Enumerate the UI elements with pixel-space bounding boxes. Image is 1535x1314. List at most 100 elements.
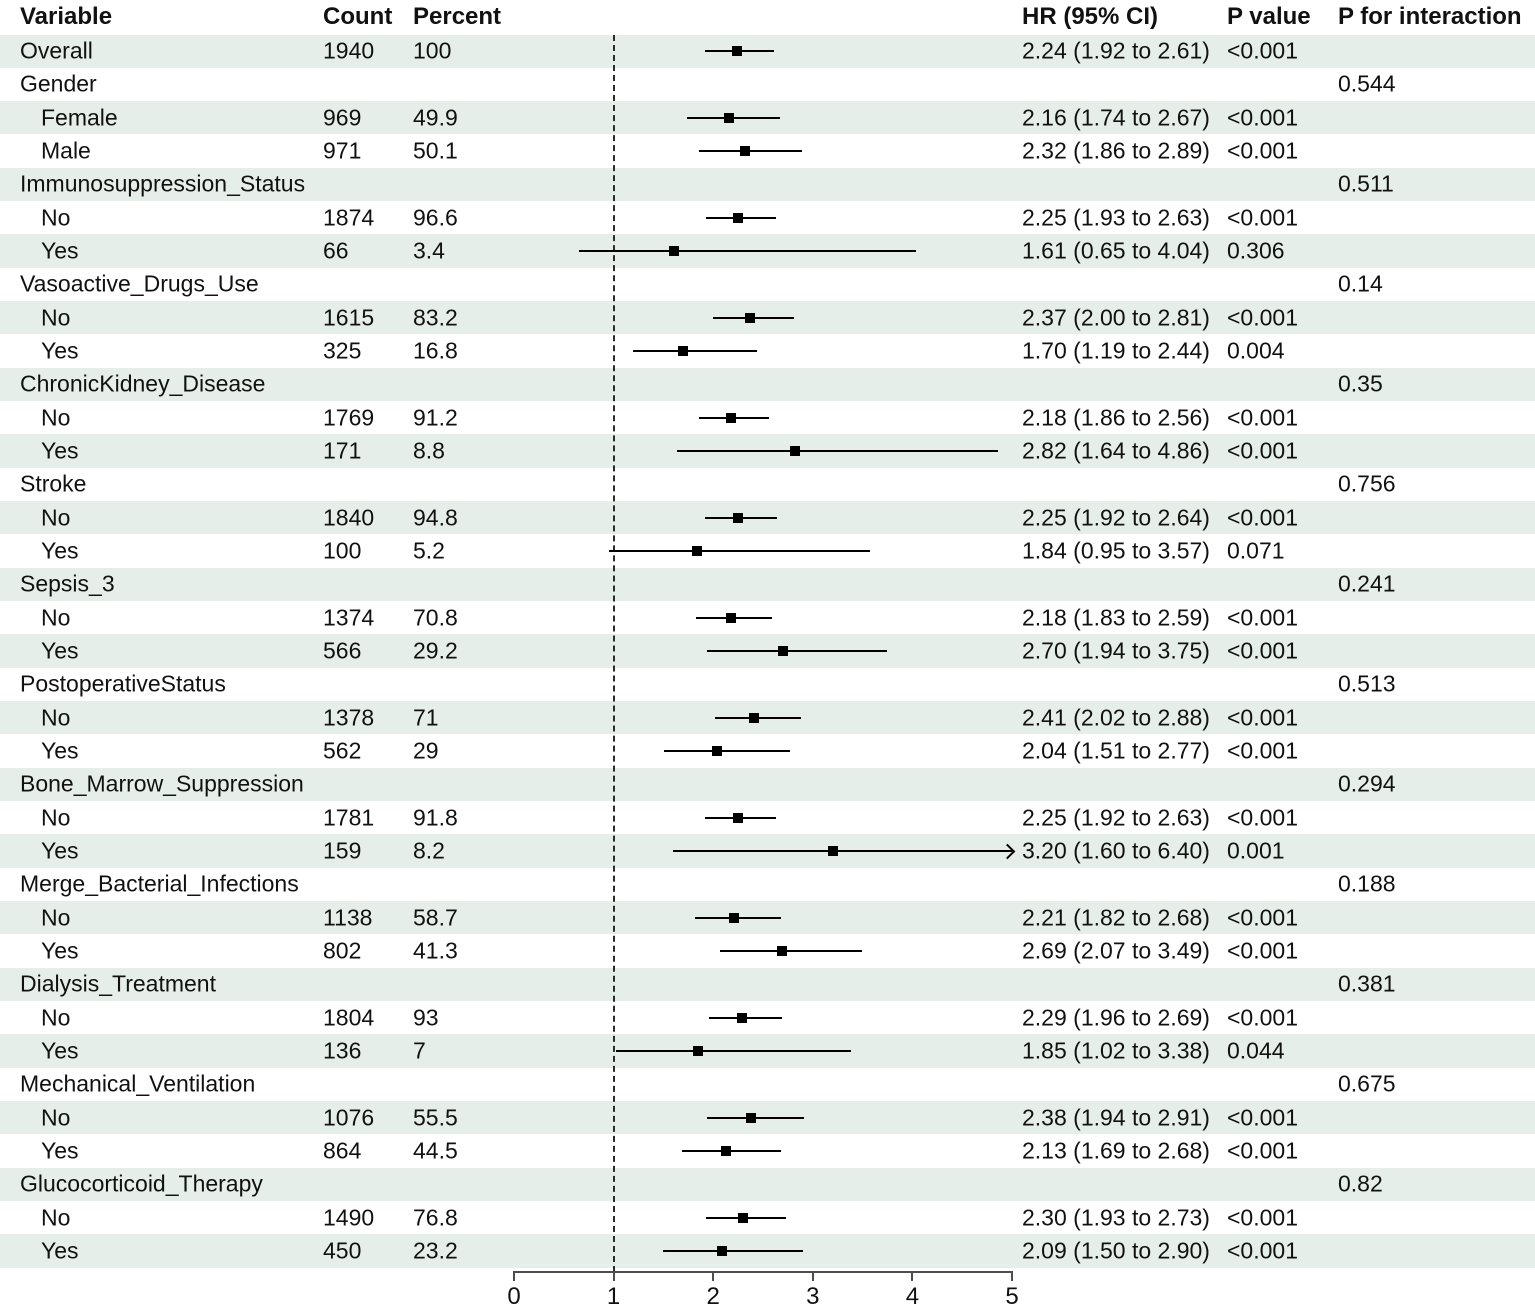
row-label: Vasoactive_Drugs_Use — [20, 270, 259, 297]
p-value-text: 0.044 — [1227, 1037, 1285, 1064]
arrow-right-icon — [999, 843, 1016, 859]
row-percent: 29 — [413, 737, 439, 764]
table-row: ChronicKidney_Disease 0.35 — [0, 367, 1535, 402]
hr-marker — [669, 246, 680, 257]
row-percent: 91.2 — [413, 404, 458, 431]
table-row: Mechanical_Ventilation 0.675 — [0, 1068, 1535, 1101]
table-row: Gender 0.544 — [0, 68, 1535, 101]
row-label: ChronicKidney_Disease — [20, 370, 266, 397]
table-row: Yes 566 29.2 2.70 (1.94 to 3.75) <0.001 — [0, 634, 1535, 668]
ci-line — [664, 750, 790, 753]
p-value-text: <0.001 — [1227, 137, 1298, 164]
row-percent: 29.2 — [413, 637, 458, 664]
row-count: 1781 — [323, 804, 375, 831]
hr-ci-text: 2.70 (1.94 to 3.75) — [1022, 637, 1210, 664]
column-header-percent: Percent — [413, 3, 502, 30]
table-row: No 1840 94.8 2.25 (1.92 to 2.64) <0.001 — [0, 501, 1535, 535]
row-label: No — [41, 704, 71, 731]
ci-line — [578, 250, 917, 253]
hr-marker — [692, 546, 703, 557]
p-value-text: <0.001 — [1227, 504, 1298, 531]
row-percent: 93 — [413, 1004, 439, 1031]
column-header-p-interaction: P for interaction — [1338, 3, 1522, 30]
hr-marker — [693, 1046, 704, 1057]
table-row: No 1378 71 2.41 (2.02 to 2.88) <0.001 — [0, 701, 1535, 735]
row-label: Yes — [41, 637, 79, 664]
table-row: No 1781 91.8 2.25 (1.92 to 2.63) <0.001 — [0, 801, 1535, 834]
p-value-text: 0.004 — [1227, 337, 1285, 364]
row-percent: 16.8 — [413, 337, 458, 364]
column-header-p-value: P value — [1227, 3, 1311, 30]
row-label: Yes — [41, 1137, 79, 1164]
ci-line — [720, 950, 862, 953]
row-label: No — [41, 804, 71, 831]
table-row: PostoperativeStatus 0.513 — [0, 668, 1535, 701]
p-interaction-text: 0.82 — [1338, 1170, 1383, 1197]
hr-marker — [749, 712, 759, 723]
row-count: 1874 — [323, 204, 375, 231]
row-label: Male — [41, 137, 91, 164]
hr-marker — [717, 1246, 728, 1257]
p-interaction-text: 0.14 — [1338, 270, 1383, 297]
p-value-text: <0.001 — [1227, 737, 1298, 764]
row-label: Overall — [20, 37, 93, 64]
row-percent: 91.8 — [413, 804, 458, 831]
row-count: 562 — [323, 737, 362, 764]
row-label: Yes — [41, 937, 79, 964]
x-axis-tick-label: 1 — [606, 1283, 621, 1310]
hr-marker — [733, 512, 744, 523]
ci-line — [615, 1050, 851, 1053]
p-value-text: <0.001 — [1227, 1237, 1298, 1264]
hr-marker — [827, 846, 838, 857]
table-row: No 1076 55.5 2.38 (1.94 to 2.91) <0.001 — [0, 1101, 1535, 1135]
table-row: Immunosuppression_Status 0.511 — [0, 167, 1535, 202]
hr-ci-text: 2.30 (1.93 to 2.73) — [1022, 1204, 1210, 1231]
table-row: No 1374 70.8 2.18 (1.83 to 2.59) <0.001 — [0, 601, 1535, 634]
hr-ci-text: 2.25 (1.93 to 2.63) — [1022, 204, 1210, 231]
column-header-hr-ci: HR (95% CI) — [1022, 3, 1159, 30]
row-label: Sepsis_3 — [20, 570, 115, 597]
x-axis-tick-label: 3 — [806, 1283, 820, 1310]
hr-ci-text: 2.18 (1.86 to 2.56) — [1022, 404, 1210, 431]
row-percent: 70.8 — [413, 604, 458, 631]
ci-line — [632, 350, 757, 353]
row-percent: 96.6 — [413, 204, 458, 231]
hr-ci-text: 2.13 (1.69 to 2.68) — [1022, 1137, 1210, 1164]
p-value-text: <0.001 — [1227, 1137, 1298, 1164]
row-label: Gender — [20, 70, 97, 97]
hr-ci-text: 2.29 (1.96 to 2.69) — [1022, 1004, 1210, 1031]
row-percent: 41.3 — [413, 937, 458, 964]
column-header-variable: Variable — [20, 3, 113, 30]
row-label: No — [41, 404, 71, 431]
p-interaction-text: 0.381 — [1338, 970, 1396, 997]
row-percent: 49.9 — [413, 104, 458, 131]
row-label: Yes — [41, 537, 79, 564]
row-label: Yes — [41, 337, 79, 364]
p-value-text: <0.001 — [1227, 1204, 1298, 1231]
row-count: 136 — [323, 1037, 362, 1064]
table-row: Yes 802 41.3 2.69 (2.07 to 3.49) <0.001 — [0, 934, 1535, 967]
row-count: 159 — [323, 837, 362, 864]
hr-marker — [732, 46, 743, 57]
ci-line — [682, 1150, 781, 1153]
hr-ci-text: 1.61 (0.65 to 4.04) — [1022, 237, 1210, 264]
row-percent: 7 — [413, 1037, 426, 1064]
p-value-text: <0.001 — [1227, 437, 1298, 464]
hr-marker — [733, 812, 744, 823]
row-count: 325 — [323, 337, 362, 364]
table-row: Yes 159 8.2 3.20 (1.60 to 6.40) 0.001 — [0, 834, 1535, 868]
row-count: 1490 — [323, 1204, 375, 1231]
table-row: Yes 562 29 2.04 (1.51 to 2.77) <0.001 — [0, 734, 1535, 767]
hr-marker — [777, 646, 788, 657]
row-percent: 3.4 — [413, 237, 445, 264]
p-value-text: 0.306 — [1227, 237, 1285, 264]
hr-ci-text: 1.70 (1.19 to 2.44) — [1022, 337, 1210, 364]
table-row: Bone_Marrow_Suppression 0.294 — [0, 767, 1535, 802]
ci-line — [608, 550, 870, 553]
row-percent: 8.2 — [413, 837, 445, 864]
table-row: Yes 171 8.8 2.82 (1.64 to 4.86) <0.001 — [0, 434, 1535, 468]
hr-ci-text: 2.32 (1.86 to 2.89) — [1022, 137, 1210, 164]
hr-ci-text: 2.37 (2.00 to 2.81) — [1022, 304, 1210, 331]
hr-marker — [724, 112, 735, 123]
row-label: Yes — [41, 737, 79, 764]
